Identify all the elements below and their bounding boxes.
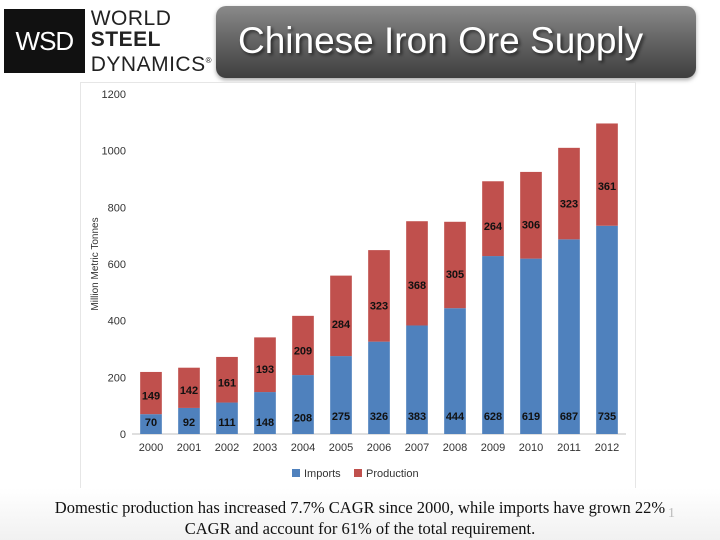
x-tick-label: 2005 [329,442,353,454]
title-banner [216,6,696,78]
imports-value-label: 111 [218,417,235,429]
y-tick-label: 0 [120,429,126,441]
imports-value-label: 735 [598,411,616,423]
production-legend-swatch [354,469,362,477]
production-value-label: 323 [560,198,578,210]
production-value-label: 209 [294,345,312,357]
logo-registered-mark: ® [205,55,212,65]
production-value-label: 368 [408,280,426,292]
production-legend-label: Production [366,468,419,480]
slide-number: 1 [668,506,675,521]
slide-caption: Domestic production has increased 7.7% C… [54,498,666,538]
imports-value-label: 70 [145,417,157,429]
imports-value-label: 687 [560,411,578,423]
production-bar-2008 [444,221,466,309]
x-tick-label: 2011 [557,442,581,454]
imports-bar-2010 [520,258,542,434]
x-tick-label: 2006 [367,442,391,454]
production-value-label: 284 [332,319,351,331]
production-bar-2012 [596,123,618,226]
production-bar-2004 [292,315,314,376]
x-tick-label: 2004 [291,442,315,454]
logo-wordmark: WORLD STEEL DYNAMICS® [91,8,212,75]
y-tick-label: 800 [108,202,126,214]
imports-value-label: 208 [294,412,312,424]
x-tick-label: 2008 [443,442,467,454]
imports-legend-swatch [292,469,300,477]
x-tick-label: 2000 [139,442,163,454]
production-bar-2006 [368,250,390,342]
imports-value-label: 444 [446,411,465,423]
logo-line-world: WORLD [90,6,172,30]
caption-bar [0,488,720,540]
imports-bar-2001 [178,407,200,434]
imports-bar-2011 [558,239,580,434]
chart-frame [80,82,636,490]
production-value-label: 193 [256,364,274,376]
production-value-label: 361 [598,181,616,193]
x-tick-label: 2002 [215,442,239,454]
imports-bar-2009 [482,256,504,434]
wsd-logo: WSD WORLD STEEL DYNAMICS® [4,8,212,75]
imports-bar-2007 [406,325,428,434]
imports-value-label: 92 [183,417,195,429]
production-value-label: 305 [446,269,464,281]
production-bar-2001 [178,367,200,408]
y-tick-label: 1200 [102,89,126,101]
imports-bar-2006 [368,341,390,434]
production-bar-2007 [406,221,428,326]
imports-bar-2004 [292,375,314,434]
imports-bar-2012 [596,225,618,434]
x-tick-label: 2009 [481,442,505,454]
imports-bar-2008 [444,308,466,434]
x-tick-label: 2003 [253,442,277,454]
production-value-label: 264 [484,221,503,233]
logo-abbr: WSD [4,9,85,73]
x-tick-label: 2010 [519,442,543,454]
imports-value-label: 619 [522,411,540,423]
production-value-label: 306 [522,219,540,231]
x-tick-label: 2001 [177,442,201,454]
slide-title: Chinese Iron Ore Supply [238,20,644,61]
production-value-label: 161 [218,378,236,390]
y-tick-label: 400 [108,316,126,328]
imports-value-label: 326 [370,411,388,423]
stacked-bar-chart: 0 200 400 600 800 1000 1200 Million Metric Tonn… [90,89,626,480]
production-bar-2010 [520,171,542,259]
logo-line-steel: STEEL [90,27,161,51]
imports-value-label: 628 [484,411,502,423]
imports-bar-2003 [254,392,276,434]
imports-bar-2005 [330,356,352,434]
y-tick-label: 600 [108,259,126,271]
imports-bar-2002 [216,402,238,434]
production-bar-2005 [330,275,352,357]
x-tick-label: 2012 [595,442,619,454]
production-value-label: 142 [180,385,198,397]
logo-line-dynamics: DYNAMICS® [91,50,212,75]
production-bar-2000 [140,371,162,415]
production-value-label: 149 [142,390,160,402]
y-tick-label: 1000 [102,146,126,158]
production-bar-2011 [558,147,580,240]
production-bar-2003 [254,337,276,393]
imports-legend-label: Imports [304,468,341,480]
x-tick-label: 2007 [405,442,429,454]
imports-value-label: 148 [256,417,274,429]
imports-value-label: 275 [332,411,350,423]
imports-value-label: 383 [408,411,426,423]
imports-bar-2000 [140,414,162,434]
production-value-label: 323 [370,301,388,313]
logo-dynamics-text: DYNAMICS [90,52,206,76]
production-bar-2009 [482,181,504,257]
y-axis-label: Million Metric Tonnes [90,217,101,310]
production-bar-2002 [216,356,238,403]
y-tick-label: 200 [108,372,126,384]
